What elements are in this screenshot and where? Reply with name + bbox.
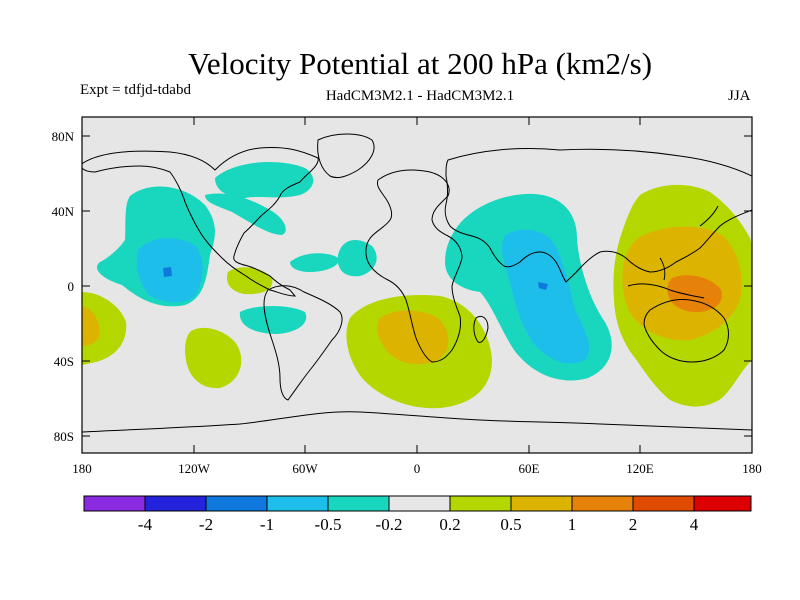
colorbar-label-5: 0.2 xyxy=(439,515,460,534)
colorbar-box-0 xyxy=(83,495,146,512)
colorbar-box-10 xyxy=(693,495,752,512)
coast-europe-africa xyxy=(365,169,463,363)
experiment-label: Expt = tdfjd-tdabd xyxy=(80,82,191,98)
colorbar-box-3 xyxy=(266,495,329,512)
coast-japan xyxy=(699,205,719,227)
contour-pos1-westpacific xyxy=(667,275,722,313)
contour-pos-mexico xyxy=(226,267,273,295)
colorbar-box-7 xyxy=(510,495,573,512)
colorbar: -4 -2 -1 -0.5 -0.2 0.2 0.5 1 2 4 xyxy=(83,495,752,534)
contour-neg1-pacific xyxy=(163,267,172,277)
lon-label-120w: 120W xyxy=(178,461,211,476)
colorbar-box-2 xyxy=(205,495,268,512)
lon-label-180w: 180 xyxy=(72,461,92,476)
colorbar-box-5 xyxy=(388,495,451,512)
colorbar-label-4: -0.2 xyxy=(376,515,403,534)
models-label: HadCM3M2.1 - HadCM3M2.1 xyxy=(325,88,515,104)
colorbar-label-2: -1 xyxy=(260,515,274,534)
colorbar-box-1 xyxy=(144,495,207,512)
colorbar-label-7: 1 xyxy=(568,515,577,534)
lon-label-60e: 60E xyxy=(519,461,540,476)
lat-label-40n: 40N xyxy=(52,204,75,219)
contour-neg-south-atlantic xyxy=(239,306,307,334)
colorbar-box-9 xyxy=(632,495,695,512)
coast-antarctica xyxy=(82,411,752,433)
lon-label-0: 0 xyxy=(414,461,421,476)
colorbar-box-6 xyxy=(449,495,512,512)
lat-ticks xyxy=(82,135,752,437)
contour-neg-caribbean xyxy=(290,253,339,272)
colorbar-label-0: -4 xyxy=(138,515,153,534)
colorbar-box-8 xyxy=(571,495,634,512)
contour-pos05-southatlantic xyxy=(377,310,449,365)
contour-pos-eastpacific xyxy=(82,292,127,365)
lat-label-80s: 80S xyxy=(54,429,74,444)
coast-philippines xyxy=(659,257,666,281)
contour-pos05-eastpacific xyxy=(82,306,100,346)
colorbar-label-1: -2 xyxy=(199,515,213,534)
lat-label-40s: 40S xyxy=(54,354,74,369)
season-label: JJA xyxy=(728,88,751,104)
contour-neg-atlantic-strip xyxy=(205,193,286,235)
contour-neg-central-atlantic xyxy=(337,239,377,277)
coast-greenland xyxy=(317,133,375,179)
colorbar-label-3: -0.5 xyxy=(315,515,342,534)
lon-ticks xyxy=(81,117,753,453)
contour-neg-northamerica xyxy=(215,162,314,198)
coast-australia xyxy=(643,299,729,363)
lat-label-80n: 80N xyxy=(52,129,75,144)
coast-indonesia xyxy=(627,283,705,299)
lon-label-60w: 60W xyxy=(292,461,318,476)
colorbar-label-9: 4 xyxy=(690,515,699,534)
contour-neg05-indian xyxy=(501,229,590,364)
colorbar-box-4 xyxy=(327,495,390,512)
contour-neg1-indian xyxy=(538,282,548,290)
lat-label-0: 0 xyxy=(68,279,75,294)
contour-pos-southeastpacific xyxy=(185,327,242,389)
map-title: Velocity Potential at 200 hPa (km2/s) xyxy=(187,46,653,81)
colorbar-label-8: 2 xyxy=(629,515,638,534)
coast-madagascar xyxy=(473,315,489,343)
shaded-field xyxy=(82,162,752,409)
lon-label-120e: 120E xyxy=(626,461,654,476)
colorbar-label-6: 0.5 xyxy=(500,515,521,534)
coast-north-america xyxy=(82,147,319,297)
coast-south-america xyxy=(263,285,343,401)
lon-label-180e: 180 xyxy=(742,461,762,476)
